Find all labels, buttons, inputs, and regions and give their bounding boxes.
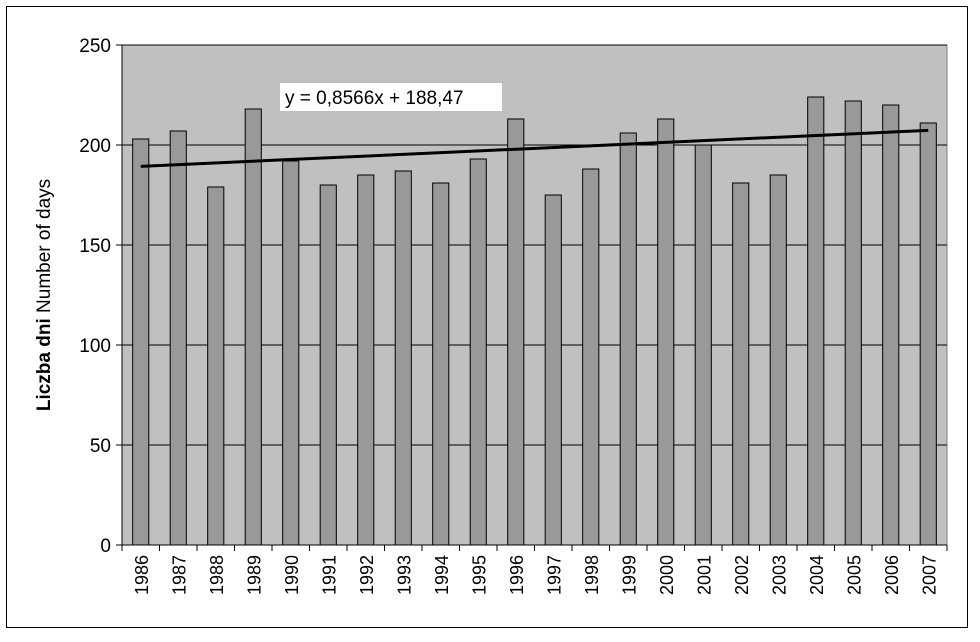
trendline-label-background xyxy=(280,83,502,111)
x-tick-label: 1994 xyxy=(432,555,452,595)
bar-2006 xyxy=(882,104,900,546)
y-axis-label: Liczba dni Number of days xyxy=(34,179,55,411)
bar-1999 xyxy=(619,132,637,546)
x-tick-label: 1986 xyxy=(132,555,152,595)
x-tick-label: 1995 xyxy=(469,555,489,595)
x-tick-label: 1993 xyxy=(394,555,414,595)
bar-1987 xyxy=(169,130,187,546)
bar-1996 xyxy=(507,118,525,546)
bar-1994 xyxy=(432,182,450,546)
y-axis-label-bold: Liczba dni xyxy=(34,318,55,411)
x-tick-label: 2006 xyxy=(882,555,902,595)
x-tick-label: 2000 xyxy=(657,555,677,595)
bar-1989 xyxy=(244,108,262,546)
trendline-equation: y = 0,8566x + 188,47 xyxy=(285,88,464,109)
bar-1997 xyxy=(544,194,562,546)
bar-1998 xyxy=(582,168,600,546)
bar-2005 xyxy=(844,100,862,546)
x-tick-label: 2004 xyxy=(807,555,827,595)
x-tick-label: 2005 xyxy=(844,555,864,595)
x-tick-label: 2003 xyxy=(769,555,789,595)
bar-2007 xyxy=(919,122,937,546)
bar-2000 xyxy=(657,118,675,546)
bar-1991 xyxy=(319,184,337,546)
bar-1988 xyxy=(207,186,225,546)
x-tick-label: 1998 xyxy=(582,555,602,595)
y-tick-labels: 0 50 100 150 200 250 xyxy=(79,36,111,557)
trendline xyxy=(140,128,929,168)
y-tick-label: 0 xyxy=(100,536,111,557)
bar-1986 xyxy=(132,138,150,546)
x-tick-label: 2007 xyxy=(919,555,939,595)
bars xyxy=(132,96,937,546)
x-tick-label: 1988 xyxy=(207,555,227,595)
y-tick-label: 150 xyxy=(79,236,111,257)
x-tick-label: 1999 xyxy=(619,555,639,595)
x-tick-label: 1990 xyxy=(282,555,302,595)
x-tick-label: 1987 xyxy=(169,555,189,595)
bar-2001 xyxy=(694,144,712,546)
x-tick-label: 1991 xyxy=(319,555,339,595)
bar-1992 xyxy=(357,174,375,546)
y-tick-label: 50 xyxy=(90,436,111,457)
x-tick-label: 1997 xyxy=(544,555,564,595)
bar-1990 xyxy=(282,160,300,546)
axes xyxy=(116,44,948,551)
x-tick-label: 1992 xyxy=(357,555,377,595)
x-tick-label: 1996 xyxy=(507,555,527,595)
y-tick-label: 100 xyxy=(79,336,111,357)
y-tick-label: 200 xyxy=(79,136,111,157)
bar-1995 xyxy=(469,158,487,546)
bar-1993 xyxy=(394,170,412,546)
y-axis-label-rest: Number of days xyxy=(34,179,55,318)
y-tick-label: 250 xyxy=(79,36,111,57)
bar-2004 xyxy=(807,96,825,546)
bar-2002 xyxy=(732,182,750,546)
x-tick-label: 2001 xyxy=(694,555,714,595)
x-tick-label: 1989 xyxy=(244,555,264,595)
x-tick-label: 2002 xyxy=(732,555,752,595)
bar-2003 xyxy=(769,174,787,546)
x-tick-labels: 1986 1987 1988 1989 1990 1991 1992 1993 1994 1995… xyxy=(132,555,940,595)
